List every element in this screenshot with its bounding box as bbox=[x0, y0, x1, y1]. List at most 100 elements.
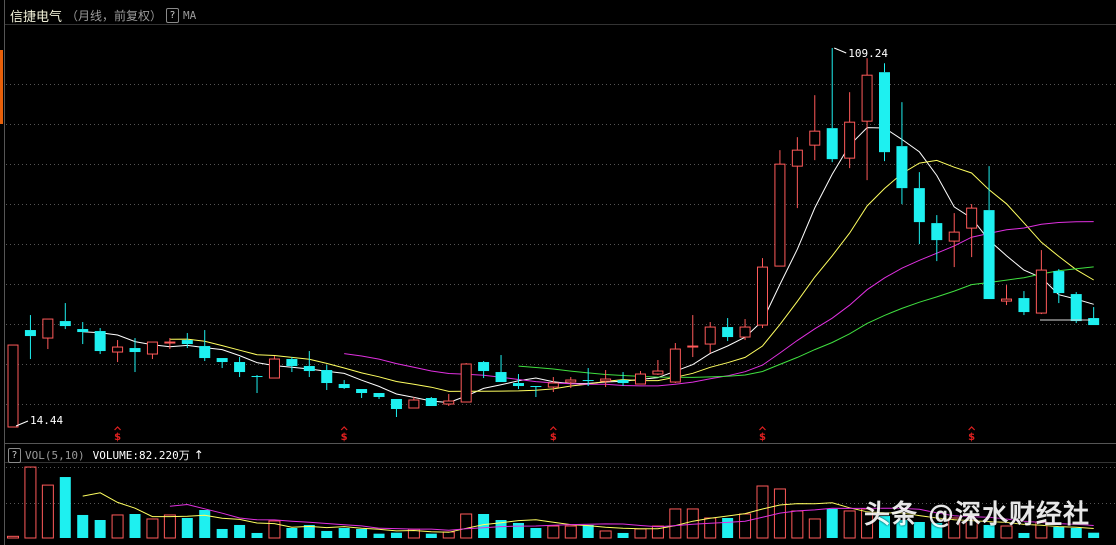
volume-ma10-line bbox=[169, 503, 1094, 531]
candle-body bbox=[478, 362, 490, 372]
candle bbox=[408, 397, 420, 409]
candle bbox=[617, 372, 629, 387]
marker-symbol: $ bbox=[114, 432, 121, 443]
volume-bar bbox=[826, 508, 838, 538]
ma30-line bbox=[518, 266, 1094, 378]
volume-bar bbox=[879, 516, 890, 538]
marker-symbol: $ bbox=[550, 432, 557, 443]
volume-bar bbox=[163, 514, 176, 539]
candle bbox=[251, 375, 263, 394]
candle-body bbox=[669, 348, 681, 383]
candle-body bbox=[7, 344, 19, 428]
candle-body bbox=[547, 382, 559, 388]
volume-bar bbox=[617, 532, 629, 538]
candle bbox=[512, 374, 524, 390]
candle bbox=[42, 318, 54, 350]
candle-body bbox=[390, 399, 402, 410]
candle bbox=[373, 393, 385, 400]
candle-body bbox=[234, 362, 246, 373]
candle bbox=[129, 338, 141, 373]
candle bbox=[321, 365, 333, 391]
marker-symbol: $ bbox=[968, 432, 975, 443]
candle bbox=[390, 399, 402, 418]
up-arrow-icon: ↑ bbox=[193, 448, 204, 462]
volume-bar bbox=[181, 518, 193, 538]
candle-body bbox=[530, 386, 542, 388]
candle bbox=[756, 258, 768, 329]
candle-body bbox=[181, 340, 193, 345]
marker-arrow-icon bbox=[759, 426, 766, 431]
candle-body bbox=[59, 321, 71, 327]
candle-body bbox=[565, 379, 577, 383]
volume-bar bbox=[77, 514, 89, 538]
candle-body bbox=[791, 149, 803, 167]
volume-bar bbox=[199, 510, 211, 538]
dividend-marker: $ bbox=[114, 426, 121, 443]
candle-body bbox=[931, 223, 943, 241]
high-arrow bbox=[834, 47, 847, 54]
candle-body bbox=[756, 266, 768, 326]
candle-body bbox=[983, 210, 995, 300]
candle bbox=[234, 357, 246, 378]
volume-bar bbox=[634, 528, 647, 539]
high-label: 109.24 bbox=[848, 47, 888, 60]
candle bbox=[809, 95, 821, 161]
candle-body bbox=[861, 74, 873, 122]
candle bbox=[1053, 269, 1065, 304]
candle bbox=[896, 102, 908, 205]
indicator-ma[interactable]: MA bbox=[183, 9, 197, 22]
candle-body bbox=[704, 326, 716, 345]
volume-bar bbox=[896, 520, 908, 538]
volume-bar bbox=[373, 533, 385, 538]
candle bbox=[687, 315, 699, 358]
volume-bar bbox=[94, 520, 106, 538]
candle-body bbox=[1001, 298, 1013, 302]
candle-body bbox=[146, 341, 158, 355]
candle bbox=[547, 377, 559, 393]
candle bbox=[1070, 292, 1082, 324]
volume-bar bbox=[321, 530, 333, 538]
candlesticks bbox=[7, 48, 1100, 428]
candle bbox=[303, 351, 315, 378]
candle bbox=[948, 213, 960, 268]
volume-bar bbox=[1000, 525, 1013, 539]
candle bbox=[112, 340, 124, 363]
candle bbox=[879, 63, 890, 162]
period-label: （月线，前复权） bbox=[66, 9, 163, 23]
event-markers: $ $ $ $ $ bbox=[114, 426, 975, 443]
volume-bar bbox=[460, 513, 473, 539]
volume-bar bbox=[251, 532, 263, 538]
volume-bar bbox=[1088, 532, 1100, 538]
candle bbox=[443, 394, 455, 407]
candle-body bbox=[443, 400, 455, 405]
candle bbox=[791, 137, 803, 209]
candle-body bbox=[1035, 269, 1047, 314]
volume-bar bbox=[425, 533, 437, 538]
volume-bars bbox=[7, 466, 1100, 539]
volume-bar bbox=[965, 519, 978, 539]
volume-help-icon[interactable]: ? bbox=[8, 447, 21, 463]
candle-body bbox=[24, 330, 36, 337]
volume-bar bbox=[495, 520, 507, 538]
low-label: 14.44 bbox=[30, 414, 63, 427]
volume-readout: VOLUME:82.220万 bbox=[92, 449, 190, 462]
candle-body bbox=[826, 128, 838, 160]
candle bbox=[495, 355, 507, 383]
candle-body bbox=[582, 380, 594, 382]
volume-bar bbox=[390, 532, 402, 538]
candle-body bbox=[129, 348, 141, 353]
candle bbox=[861, 58, 873, 181]
candle bbox=[7, 344, 19, 428]
volume-bar bbox=[564, 525, 577, 539]
volume-indicator[interactable]: VOL(5,10) bbox=[25, 448, 85, 462]
help-icon[interactable]: ? bbox=[166, 8, 180, 23]
volume-bar bbox=[582, 524, 594, 538]
marker-symbol: $ bbox=[759, 432, 766, 443]
candle-body bbox=[652, 370, 664, 375]
candle bbox=[59, 303, 71, 330]
candle bbox=[634, 371, 646, 385]
marker-arrow-icon bbox=[340, 426, 348, 431]
ma20-line bbox=[344, 221, 1094, 387]
